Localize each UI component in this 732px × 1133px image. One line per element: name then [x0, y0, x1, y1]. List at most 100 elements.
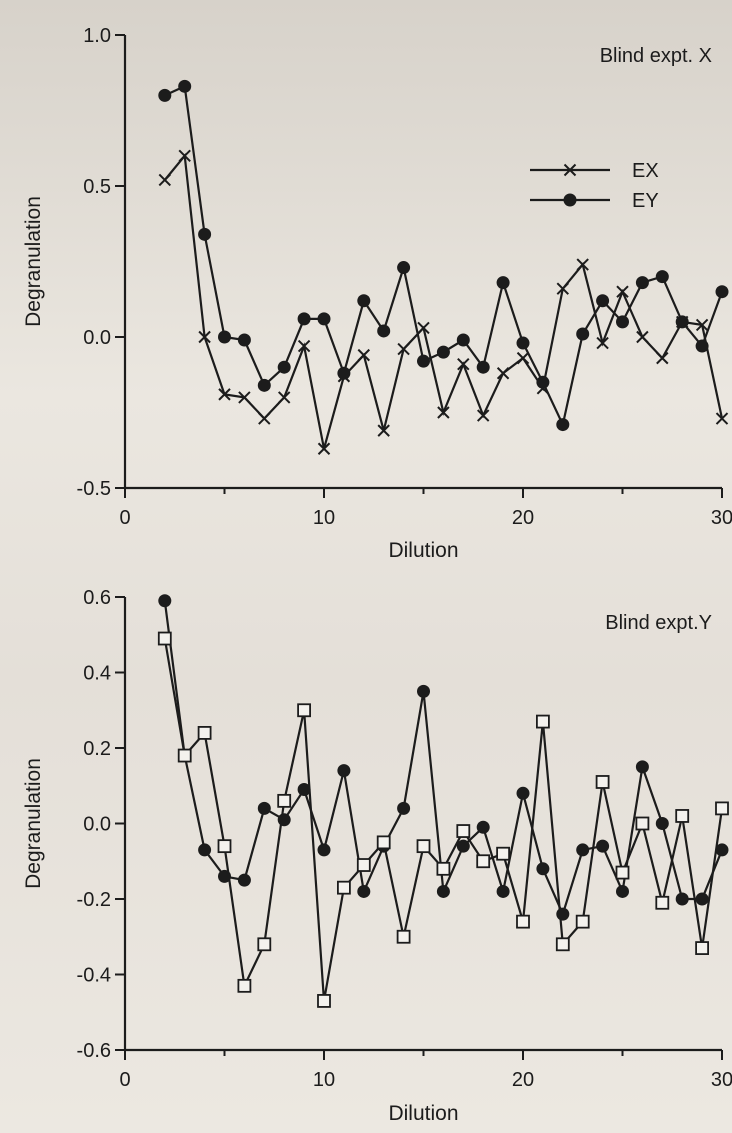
chart1-series-1-point-8 — [317, 442, 331, 455]
chart1-series-2-line — [164, 84, 724, 428]
chart1-series-2-point-6 — [277, 360, 291, 374]
chart2-series-1-point-23 — [616, 884, 629, 898]
chart1-y-tick-label-0: 1.0 — [83, 25, 111, 47]
chart1-series-2-point-28 — [715, 285, 729, 299]
chart2-y-tick-label-0: 0.6 — [83, 587, 111, 609]
chart1-series-2-point-7 — [297, 312, 311, 326]
chart1-series-2-point-20 — [556, 418, 570, 432]
chart2-title: Blind expt.Y — [605, 612, 712, 634]
chart2-series-2-point-26 — [675, 809, 690, 823]
chart1-y-tick-label-1: 0.5 — [83, 176, 111, 198]
chart2-series-1-point-12 — [397, 801, 411, 815]
chart2-series-2-point-25 — [655, 895, 670, 910]
chart1-series-2-point-8 — [317, 312, 331, 326]
chart1-title: Blind expt. X — [600, 45, 712, 67]
chart2-series-1-point-13 — [417, 684, 430, 698]
chart1-series-2-point-10 — [357, 294, 371, 308]
chart1-series-1-point-3 — [218, 388, 231, 401]
chart2-series-1-point-17 — [496, 884, 510, 898]
chart2-series-1-point-7 — [297, 783, 311, 797]
chart1-series-1-point-14 — [437, 406, 450, 419]
chart2-x-tick-label-0: 0 — [119, 1069, 130, 1091]
chart2-series-2-point-9 — [336, 880, 351, 895]
chart2-series-1-point-21 — [576, 843, 590, 857]
chart1-series-1-point-4 — [238, 391, 251, 404]
chart2-series-1-point-6 — [277, 813, 291, 827]
chart1-series-2-point-3 — [218, 330, 231, 344]
chart1-series-1-point-25 — [656, 351, 669, 365]
chart2-series-2-point-23 — [615, 865, 630, 880]
chart2-series-2-point-6 — [277, 793, 292, 808]
chart1-legend-label-1: EX — [632, 160, 659, 182]
chart1-series-1-point-12 — [397, 342, 410, 356]
chart1-series-1-point-28 — [715, 412, 729, 425]
chart1-series-1-point-16 — [476, 409, 490, 422]
chart2-series-2-point-28 — [715, 801, 729, 816]
chart1-series-1-point-15 — [457, 357, 470, 371]
chart2-series-2-point-7 — [297, 703, 312, 718]
chart2-series-2-point-19 — [536, 714, 550, 729]
chart1-series-1-point-21 — [576, 258, 589, 271]
chart2-series-1-point-25 — [655, 817, 669, 830]
chart2-y-axis-title: Degranulation — [22, 758, 45, 889]
chart2-series-1-point-18 — [516, 786, 530, 800]
chart2-series-2-point-27 — [695, 941, 709, 955]
chart1-legend-label-2: EY — [632, 190, 659, 212]
chart1-series-2-point-22 — [596, 294, 610, 308]
chart1-series-2-point-23 — [616, 315, 629, 329]
chart2-series-2-point-4 — [237, 978, 252, 993]
chart2-series-2-point-11 — [376, 835, 391, 850]
chart1-series-2-point-19 — [536, 375, 550, 389]
chart2-series-1-point-9 — [337, 764, 351, 778]
chart1-x-tick-label-0: 0 — [119, 507, 130, 529]
chart1-series-1-point-27 — [695, 318, 709, 332]
chart2-series-1-point-0 — [158, 594, 172, 608]
chart2-series-1-point-5 — [257, 801, 271, 815]
chart1-series-1-point-23 — [616, 285, 629, 298]
chart2-series-1-point-20 — [556, 907, 570, 921]
chart2-series-1-point-24 — [635, 760, 649, 774]
chart1-series-1-point-17 — [496, 367, 510, 380]
chart2-series-2-point-22 — [595, 775, 610, 789]
chart2-series-2-point-5 — [257, 937, 272, 952]
chart2-y-tick-label-4: -0.2 — [77, 889, 111, 911]
chart1-series-2-point-12 — [397, 261, 411, 275]
chart1-series-2-point-9 — [337, 366, 351, 380]
chart1-series-2-point-11 — [377, 324, 391, 338]
chart1-x-tick-label-1: 10 — [313, 507, 335, 529]
chart1-series-2-point-18 — [516, 336, 530, 350]
chart1-series-1-point-24 — [636, 330, 649, 344]
chart1-series-2-point-1 — [178, 79, 192, 93]
chart2-series-2-point-12 — [396, 929, 411, 944]
chart2-x-tick-label-2: 20 — [512, 1069, 534, 1091]
chart2-x-tick-label-1: 10 — [313, 1069, 335, 1091]
chart2-series-1-point-4 — [237, 873, 251, 887]
chart2-series-2-point-1 — [177, 748, 192, 763]
chart2-series-2-point-24 — [635, 816, 650, 831]
chart2-series-1-point-26 — [675, 892, 689, 906]
chart1-series-1-point-2 — [198, 330, 211, 344]
chart2-series-2-point-13 — [416, 839, 431, 854]
chart2-series-2-point-15 — [456, 824, 471, 838]
chart2-series-1-point-8 — [317, 843, 331, 857]
chart1-series-2-point-15 — [456, 333, 470, 347]
chart2-x-tick-label-3: 30 — [711, 1069, 732, 1091]
chart2-series-1-point-27 — [695, 892, 709, 906]
chart2-series-1-point-14 — [436, 884, 450, 898]
chart1-y-axis-title: Degranulation — [22, 196, 45, 327]
chart2-series-1-point-28 — [715, 843, 729, 857]
chart2-series-2-point-8 — [317, 994, 331, 1008]
chart1-series-2-point-2 — [198, 227, 212, 241]
chart1-series-1-point-13 — [417, 321, 430, 335]
chart1-series-1-point-6 — [277, 391, 291, 404]
chart2-series-2-point-0 — [157, 631, 172, 646]
chart2-series-2-point-21 — [575, 914, 590, 929]
chart2-series-2-point-17 — [496, 846, 511, 861]
chart1-series-2-point-16 — [476, 360, 490, 374]
chart2-series-2-point-14 — [436, 861, 451, 876]
chart1-series-1-point-7 — [297, 339, 311, 353]
chart1-series-1-point-18 — [516, 351, 530, 365]
chart1-series-1-point-10 — [357, 348, 371, 362]
chart1-series-2-point-21 — [576, 327, 590, 341]
